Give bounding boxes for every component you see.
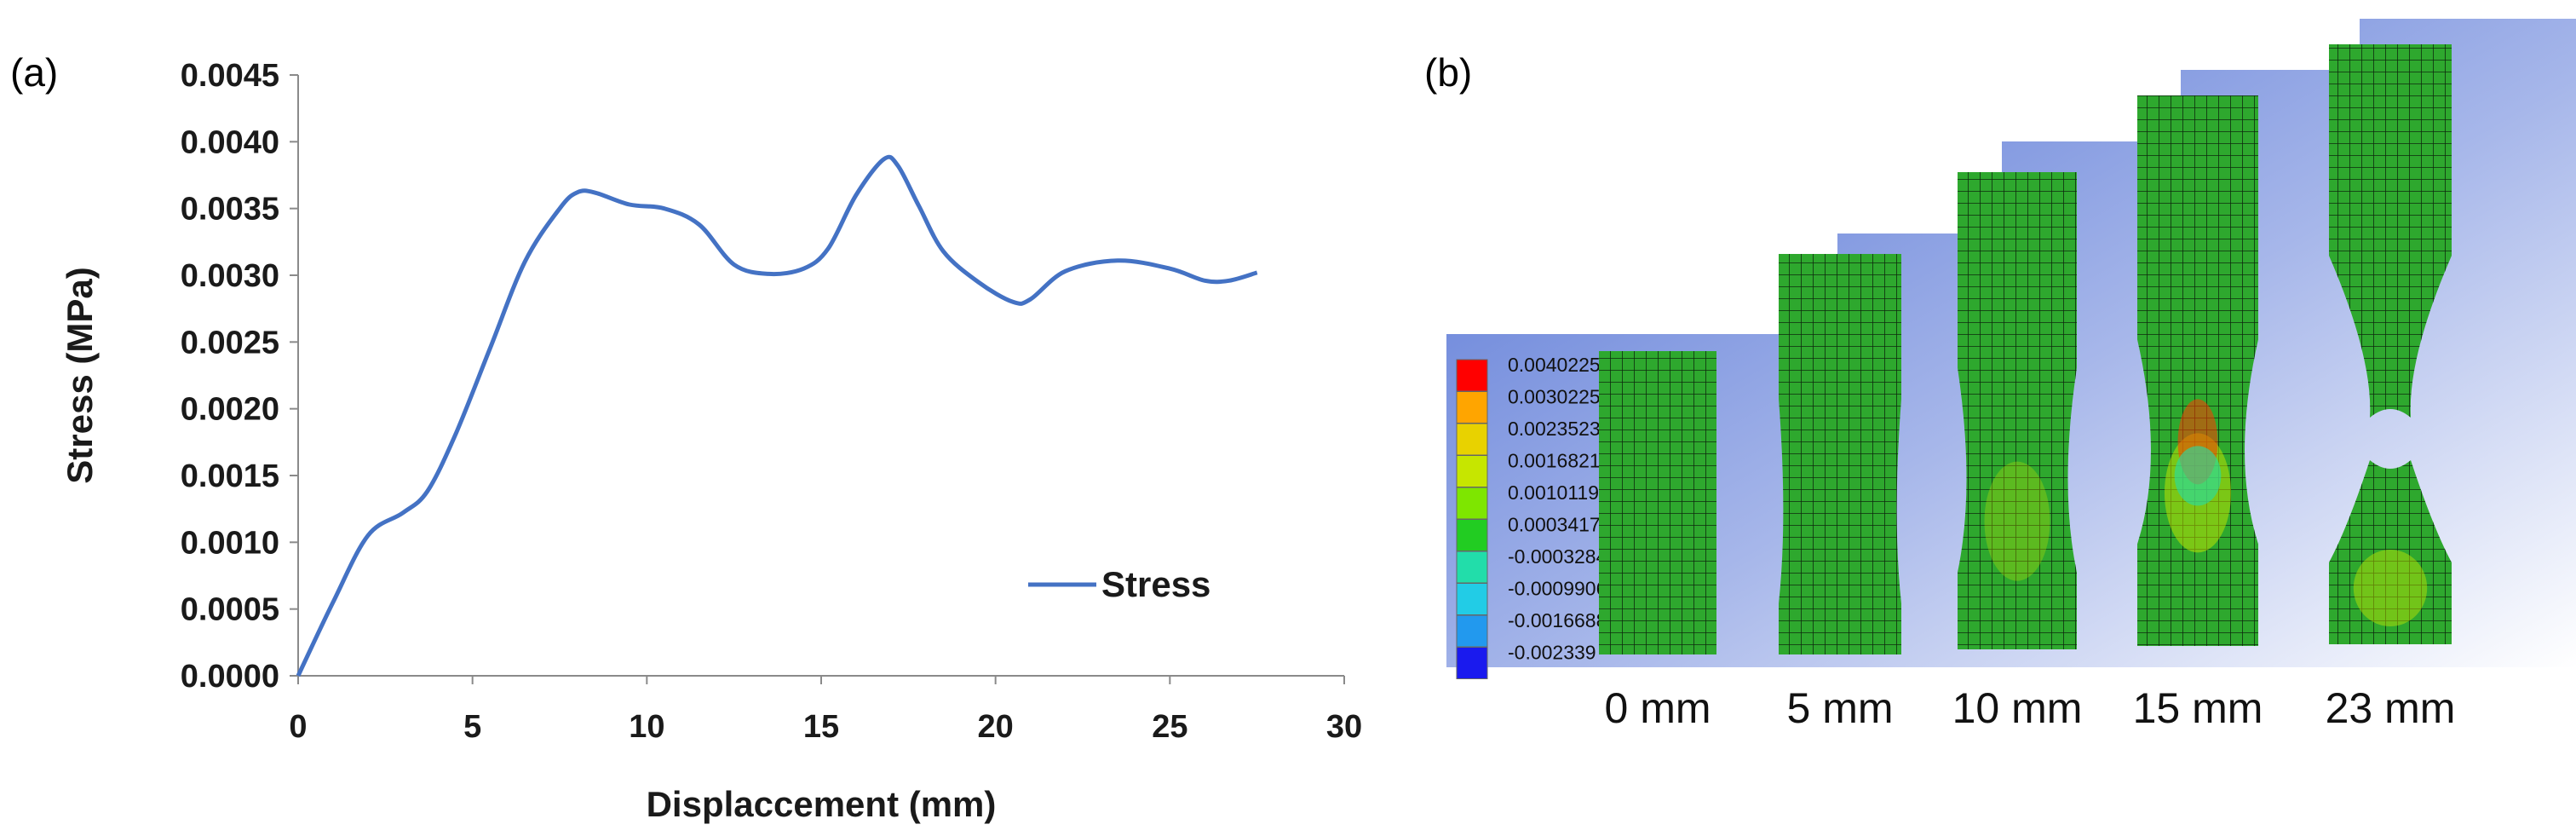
colorbar-swatch bbox=[1456, 583, 1488, 615]
fragment-upper-mesh bbox=[2329, 44, 2452, 418]
x-tick-label: 30 bbox=[1326, 709, 1362, 745]
displacement-label: 0 mm bbox=[1605, 684, 1711, 732]
legend-label: Stress bbox=[1101, 564, 1210, 604]
y-tick-label: 0.0045 bbox=[181, 58, 279, 94]
colorbar-swatch bbox=[1456, 391, 1488, 424]
x-tick-label: 20 bbox=[978, 709, 1014, 745]
specimen-5mm bbox=[1779, 254, 1901, 654]
colorbar-swatch bbox=[1456, 647, 1488, 679]
x-tick-label: 15 bbox=[803, 709, 839, 745]
x-tick-label: 0 bbox=[289, 709, 307, 745]
specimen-mesh bbox=[2137, 95, 2258, 646]
colorbar-label: -0.002339 bbox=[1508, 642, 1596, 664]
specimen-mesh bbox=[1779, 254, 1901, 654]
panel-a-label: (a) bbox=[10, 50, 59, 95]
y-tick-label: 0.0020 bbox=[181, 392, 279, 428]
y-tick-label: 0.0005 bbox=[181, 592, 279, 628]
panel-b-label: (b) bbox=[1424, 50, 1473, 95]
specimen-10mm bbox=[1958, 172, 2077, 649]
colorbar: 0.0040225 0.0030225 0.0023523 0.0016821 0.00… bbox=[1456, 354, 1618, 679]
y-tick-label: 0.0010 bbox=[181, 525, 279, 561]
colorbar-swatch bbox=[1456, 519, 1488, 551]
y-tick-label: 0.0015 bbox=[181, 458, 279, 494]
colorbar-label: 0.0010119 bbox=[1508, 481, 1599, 504]
x-tick-label: 5 bbox=[463, 709, 481, 745]
colorbar-label: 0.0030225 bbox=[1508, 386, 1601, 408]
colorbar-swatch bbox=[1456, 455, 1488, 487]
displacement-label: 15 mm bbox=[2133, 684, 2263, 732]
colorbar-swatch bbox=[1456, 614, 1488, 648]
specimen-mesh bbox=[1599, 351, 1716, 654]
fragment-lower-mesh bbox=[2329, 460, 2452, 644]
colorbar-swatch bbox=[1456, 359, 1488, 392]
colorbar-swatch bbox=[1456, 423, 1488, 456]
x-tick-label: 25 bbox=[1152, 709, 1187, 745]
x-axis-title: Displaccement (mm) bbox=[647, 784, 997, 824]
y-tick-label: 0.0040 bbox=[181, 124, 279, 160]
y-tick-label: 0.0025 bbox=[181, 325, 279, 360]
legend: Stress bbox=[1028, 564, 1210, 604]
y-tick-label: 0.0000 bbox=[181, 659, 279, 695]
colorbar-swatch bbox=[1456, 487, 1488, 520]
specimen-mesh bbox=[1958, 172, 2077, 649]
colorbar-label: 0.0016821 bbox=[1508, 450, 1601, 472]
displacement-label: 23 mm bbox=[2326, 684, 2456, 732]
x-tick-label: 10 bbox=[629, 709, 664, 745]
strain-highlight bbox=[2353, 550, 2428, 626]
colorbar-label: -0.0016688 bbox=[1508, 609, 1607, 631]
colorbar-label: 0.0040225 bbox=[1508, 354, 1601, 376]
colorbar-label: 0.0023523 bbox=[1508, 418, 1601, 440]
y-axis-title: Stress (MPa) bbox=[60, 267, 100, 483]
y-tick-label: 0.0030 bbox=[181, 258, 279, 294]
specimen-15mm bbox=[2137, 95, 2258, 646]
colorbar-label: 0.00034175 bbox=[1508, 514, 1612, 536]
strain-highlight bbox=[1984, 461, 2050, 581]
y-tick-label: 0.0035 bbox=[181, 192, 279, 228]
colorbar-swatch bbox=[1456, 551, 1488, 584]
displacement-label: 10 mm bbox=[1952, 684, 2083, 732]
specimen-23mm bbox=[2329, 44, 2452, 644]
displacement-label: 5 mm bbox=[1787, 684, 1894, 732]
specimen-0mm bbox=[1599, 351, 1716, 654]
series-line-stress bbox=[296, 154, 1258, 677]
strain-low bbox=[2174, 446, 2222, 506]
stress-chart: 0.0000 0.0005 0.0010 0.0015 0.0020 0.0025 0.00… bbox=[60, 58, 1362, 824]
